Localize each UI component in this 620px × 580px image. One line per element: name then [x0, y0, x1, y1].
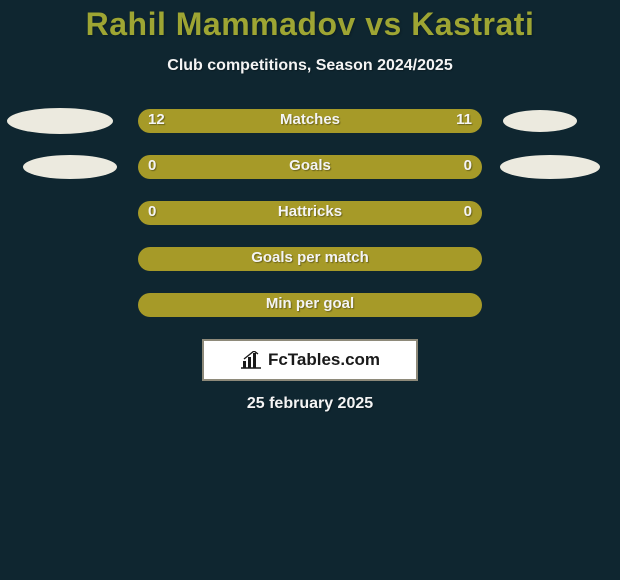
brand-text: FcTables.com [268, 350, 380, 370]
stat-left-value: 0 [148, 203, 156, 220]
stat-row: Matches12 11 [0, 109, 620, 133]
page-title: Rahil Mammadov vs Kastrati [0, 0, 620, 43]
stat-right-value: 0 [464, 157, 472, 174]
stat-right-value: 11 [456, 111, 472, 128]
right-ellipse [500, 155, 600, 179]
stat-bar: Hattricks0 0 [138, 201, 482, 225]
left-ellipse [23, 155, 117, 179]
comparison-infographic: Rahil Mammadov vs Kastrati Club competit… [0, 0, 620, 580]
stat-bar: Goals per match [138, 247, 482, 271]
stat-row: Min per goal [0, 293, 620, 317]
stat-label: Matches [138, 111, 482, 128]
stat-right-value: 0 [464, 203, 472, 220]
stat-left-value: 12 [148, 111, 165, 128]
stat-rows: Matches1211Goals00Hattricks00Goals per m… [0, 109, 620, 317]
bar-chart-icon [240, 351, 262, 369]
stat-row: Goals per match [0, 247, 620, 271]
stat-label: Min per goal [138, 295, 482, 312]
subtitle: Club competitions, Season 2024/2025 [0, 57, 620, 75]
right-ellipse [503, 110, 577, 132]
stat-label: Hattricks [138, 203, 482, 220]
stat-bar: Matches12 11 [138, 109, 482, 133]
stat-row: Hattricks0 0 [0, 201, 620, 225]
left-ellipse [7, 108, 113, 134]
stat-label: Goals [138, 157, 482, 174]
stat-row: Goals0 0 [0, 155, 620, 179]
stat-bar: Goals0 0 [138, 155, 482, 179]
stat-left-value: 0 [148, 157, 156, 174]
stat-bar: Min per goal [138, 293, 482, 317]
brand-box: FcTables.com [202, 339, 418, 381]
stat-label: Goals per match [138, 249, 482, 266]
date-text: 25 february 2025 [0, 395, 620, 413]
